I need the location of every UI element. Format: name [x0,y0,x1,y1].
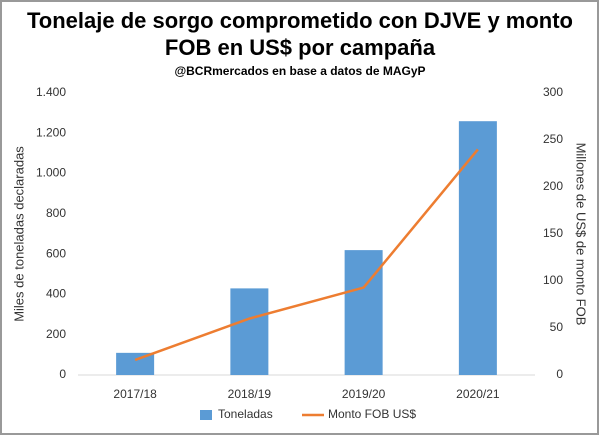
y2-axis-title: Millones de US$ de monto FOB [574,143,589,326]
y2-tick-label: 50 [550,320,564,334]
chart-title: Tonelaje de sorgo comprometido con DJVE … [27,8,573,33]
x-tick-label: 2020/21 [456,387,500,401]
y-tick-label: 600 [46,246,66,260]
x-tick-label: 2017/18 [113,387,157,401]
bar [458,121,497,375]
bar [230,288,269,375]
chart-title: FOB en US$ por campaña [165,35,436,60]
legend-swatch [200,410,212,420]
y-tick-label: 200 [46,327,66,341]
chart-subtitle: @BCRmercados en base a datos de MAGyP [174,64,425,78]
x-tick-label: 2018/19 [228,387,272,401]
line [134,148,479,362]
y2-tick-label: 250 [543,132,563,146]
x-tick-label: 2019/20 [342,387,386,401]
y2-tick-label: 150 [543,226,563,240]
y2-tick-label: 300 [543,85,563,99]
bar [116,352,155,375]
y2-tick-label: 200 [543,179,563,193]
y2-tick-label: 0 [556,367,563,381]
y2-tick-label: 100 [543,273,563,287]
y-tick-label: 0 [59,367,66,381]
y-axis-title: Miles de toneladas declaradas [11,146,26,322]
y-tick-label: 400 [46,287,66,301]
legend-label: Monto FOB US$ [328,407,416,421]
y-tick-label: 800 [46,206,66,220]
y-tick-label: 1.200 [36,125,66,139]
y-tick-label: 1.400 [36,85,66,99]
bar [344,250,383,375]
legend-label: Toneladas [218,407,273,421]
y-tick-label: 1.000 [36,166,66,180]
